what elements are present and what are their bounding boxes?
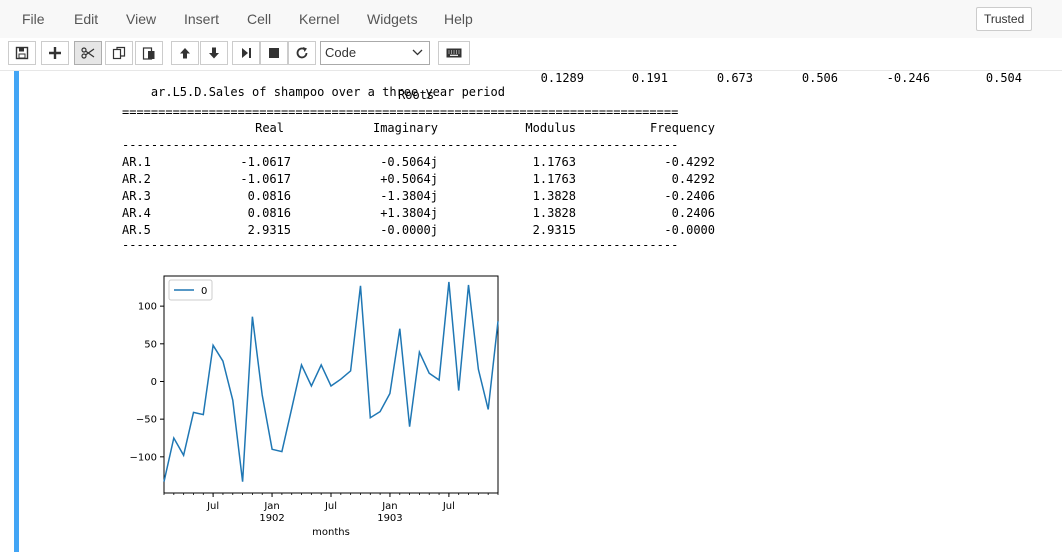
menu-widgets[interactable]: Widgets <box>367 11 418 27</box>
separator-single-bottom: ----------------------------------------… <box>122 238 679 252</box>
x-tick-sublabel: 1902 <box>259 513 284 524</box>
roots-cell-real: 0.0816 <box>247 206 291 220</box>
x-axis-label: months <box>312 527 350 538</box>
move-up-button[interactable] <box>171 41 199 65</box>
menu-kernel[interactable]: Kernel <box>299 11 340 27</box>
arrow-up-icon <box>180 48 190 59</box>
interrupt-button[interactable] <box>260 41 288 65</box>
roots-cell-modulus: 1.3828 <box>532 189 576 203</box>
x-tick-label: Jul <box>324 501 337 512</box>
paste-icon <box>142 47 155 60</box>
y-tick-label: 0 <box>151 377 157 388</box>
x-tick-label: Jul <box>442 501 455 512</box>
roots-header-imaginary: Imaginary <box>372 121 438 135</box>
roots-cell-imag: +1.3804j <box>380 206 438 220</box>
command-palette-button[interactable] <box>438 41 470 65</box>
cut-button[interactable] <box>74 41 102 65</box>
roots-title: Roots <box>398 88 435 102</box>
cell-type-value: Code <box>325 45 357 60</box>
param-value: 0.1289 <box>540 71 584 85</box>
roots-cell-freq: -0.2406 <box>664 189 715 203</box>
roots-cell-freq: -0.0000 <box>664 223 715 237</box>
legend-label: 0 <box>201 286 207 297</box>
roots-cell-freq: 0.4292 <box>671 172 715 186</box>
menu-view[interactable]: View <box>126 11 157 27</box>
stop-icon <box>269 48 279 58</box>
insert-cell-button[interactable] <box>41 41 69 65</box>
trusted-indicator[interactable]: Trusted <box>976 7 1033 31</box>
save-icon <box>15 46 29 60</box>
menu-edit[interactable]: Edit <box>74 11 99 27</box>
roots-cell-freq: -0.4292 <box>664 155 715 169</box>
copy-button[interactable] <box>105 41 133 65</box>
roots-cell-imag: -0.5064j <box>380 155 438 169</box>
copy-icon <box>112 46 126 60</box>
roots-header-real: Real <box>255 121 284 135</box>
roots-cell-imag: +0.5064j <box>380 172 438 186</box>
param-name: ar.L5.D.Sales of shampoo over a three ye… <box>150 85 505 99</box>
separator-single: ----------------------------------------… <box>122 138 679 152</box>
roots-cell-modulus: 2.9315 <box>532 223 576 237</box>
plus-icon <box>49 47 61 59</box>
param-value: 0.504 <box>985 71 1022 85</box>
menu-insert[interactable]: Insert <box>184 11 220 27</box>
chevron-down-icon <box>412 49 423 56</box>
x-tick-label: Jan <box>263 501 279 512</box>
notebook-area[interactable]: ar.L5.D.Sales of shampoo over a three ye… <box>0 71 1062 552</box>
params-row: ar.L5.D.Sales of shampoo over a three ye… <box>122 71 505 113</box>
param-value: -0.246 <box>886 71 930 85</box>
menu-file[interactable]: File <box>22 11 45 27</box>
keyboard-icon <box>446 48 462 58</box>
menu-help[interactable]: Help <box>444 11 473 27</box>
save-button[interactable] <box>8 41 36 65</box>
roots-cell-real: 2.9315 <box>247 223 291 237</box>
x-tick-label: Jul <box>206 501 219 512</box>
menubar: File Edit View Insert Cell Kernel Widget… <box>0 0 1062 39</box>
separator-double: ========================================… <box>122 105 679 119</box>
selected-cell-indicator <box>14 71 19 552</box>
roots-cell-name: AR.4 <box>122 206 151 220</box>
roots-cell-imag: -0.0000j <box>380 223 438 237</box>
roots-cell-name: AR.1 <box>122 155 151 169</box>
roots-cell-name: AR.5 <box>122 223 151 237</box>
roots-cell-real: -1.0617 <box>240 155 291 169</box>
step-forward-icon <box>242 48 251 58</box>
series-line <box>163 281 499 482</box>
roots-cell-real: -1.0617 <box>240 172 291 186</box>
roots-cell-modulus: 1.1763 <box>532 155 576 169</box>
restart-button[interactable] <box>288 41 316 65</box>
y-tick-label: 100 <box>138 302 157 313</box>
cell-type-select[interactable]: Code <box>320 41 430 65</box>
run-button[interactable] <box>232 41 260 65</box>
x-tick-sublabel: 1903 <box>377 513 402 524</box>
roots-header-modulus: Modulus <box>525 121 576 135</box>
y-tick-label: −100 <box>130 452 157 463</box>
roots-cell-real: 0.0816 <box>247 189 291 203</box>
arrow-down-icon <box>209 47 219 59</box>
roots-cell-modulus: 1.1763 <box>532 172 576 186</box>
toolbar: Code <box>0 38 1062 71</box>
scissors-icon <box>81 47 95 59</box>
param-value: 0.191 <box>631 71 668 85</box>
roots-cell-name: AR.3 <box>122 189 151 203</box>
y-tick-label: 50 <box>144 339 157 350</box>
move-down-button[interactable] <box>200 41 228 65</box>
param-value: 0.673 <box>716 71 753 85</box>
roots-header-frequency: Frequency <box>649 121 715 135</box>
restart-icon <box>296 47 308 59</box>
y-tick-label: −50 <box>136 415 157 426</box>
roots-cell-imag: -1.3804j <box>380 189 438 203</box>
param-value: 0.506 <box>801 71 838 85</box>
x-tick-label: Jan <box>381 501 397 512</box>
roots-cell-freq: 0.2406 <box>671 206 715 220</box>
paste-button[interactable] <box>135 41 163 65</box>
menu-cell[interactable]: Cell <box>247 11 272 27</box>
roots-cell-name: AR.2 <box>122 172 151 186</box>
roots-cell-modulus: 1.3828 <box>532 206 576 220</box>
